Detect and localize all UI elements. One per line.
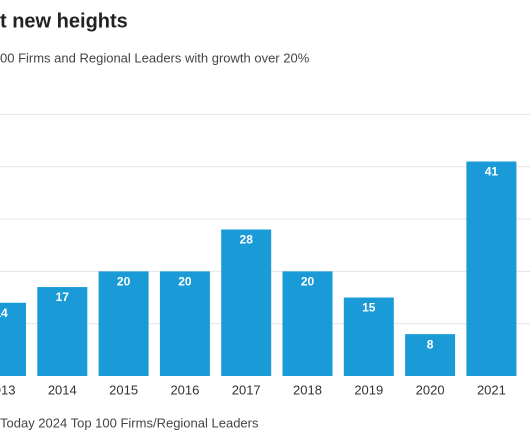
value-label: 28 bbox=[240, 233, 254, 247]
value-label: 15 bbox=[362, 301, 376, 315]
chart-title: t new heights bbox=[0, 10, 128, 32]
value-label: 20 bbox=[117, 275, 131, 289]
value-label: 14 bbox=[0, 306, 8, 320]
x-tick-label: 2019 bbox=[354, 382, 383, 397]
value-label: 17 bbox=[56, 290, 70, 304]
value-label: 20 bbox=[178, 275, 192, 289]
bar bbox=[0, 302, 26, 376]
value-label: 20 bbox=[301, 275, 315, 289]
x-tick-label: 2017 bbox=[232, 382, 261, 397]
bar bbox=[405, 334, 456, 376]
chart-subtitle: 00 Firms and Regional Leaders with growt… bbox=[0, 50, 310, 65]
bar bbox=[343, 297, 394, 376]
bar bbox=[466, 161, 517, 376]
x-tick-label: 2015 bbox=[109, 382, 138, 397]
x-tick-label: 2016 bbox=[170, 382, 199, 397]
bar bbox=[221, 229, 272, 376]
bar bbox=[98, 271, 149, 376]
bar bbox=[282, 271, 333, 376]
x-tick-label: 2014 bbox=[48, 382, 77, 397]
value-label: 41 bbox=[485, 165, 499, 179]
source-note: Today 2024 Top 100 Firms/Regional Leader… bbox=[0, 415, 259, 430]
x-tick-label: 2013 bbox=[0, 382, 15, 397]
bar bbox=[37, 287, 88, 376]
value-label: 8 bbox=[427, 337, 434, 351]
bar bbox=[159, 271, 210, 376]
x-tick-label: 2021 bbox=[477, 382, 506, 397]
x-tick-label: 2018 bbox=[293, 382, 322, 397]
x-tick-label: 2020 bbox=[416, 382, 445, 397]
